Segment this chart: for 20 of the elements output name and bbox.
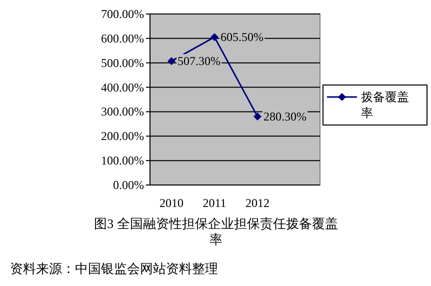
point xyxy=(210,33,218,42)
text: 图3 全国融资性担保企业担保责任拨备覆盖率 xyxy=(94,216,338,247)
x-tick-label: 2011 xyxy=(202,196,226,210)
point xyxy=(168,57,176,66)
y-tick-label: 100.00% xyxy=(101,154,144,168)
y-tick-label: 500.00% xyxy=(101,56,144,70)
x-tick-label: 2010 xyxy=(160,196,184,210)
y-tick-label: 700.00% xyxy=(101,7,144,21)
y-tick-label: 600.00% xyxy=(101,31,144,46)
legend-label: 拨备覆盖率 xyxy=(361,90,409,120)
y-tick-label: 300.00% xyxy=(101,104,144,119)
data-label: 280.30% xyxy=(264,110,306,124)
y-tick-label: 400.00% xyxy=(101,80,144,94)
y-tick-label: 0.00% xyxy=(113,178,144,192)
data-label: 507.30% xyxy=(178,54,220,68)
text: 资料来源：中国银监会网站资料整理 xyxy=(10,261,218,276)
x-tick-label: 2012 xyxy=(246,196,270,210)
y-tick-label: 200.00% xyxy=(101,129,144,144)
data-label: 605.50% xyxy=(220,30,264,44)
point xyxy=(254,112,262,121)
